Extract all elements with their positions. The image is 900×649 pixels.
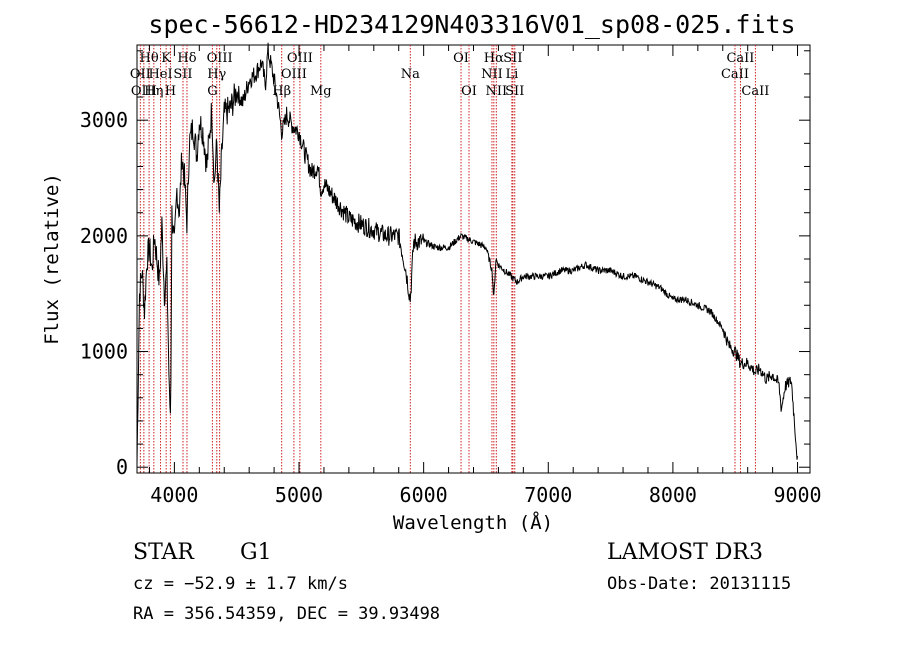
line-marker-label: Hα: [484, 51, 504, 66]
y-tick-label: 1000: [80, 340, 128, 364]
line-marker-label: Hθ: [140, 51, 159, 66]
line-marker-label: Li: [505, 67, 518, 82]
line-marker-label: CaII: [726, 51, 754, 66]
y-tick-label: 2000: [80, 224, 128, 248]
line-marker-label: Hη: [144, 84, 163, 99]
y-tick-label: 0: [116, 455, 128, 479]
line-marker-label: G: [207, 84, 217, 99]
line-marker-label: NII: [485, 84, 507, 99]
line-marker-label: OII: [130, 67, 151, 82]
line-marker-label: K: [161, 51, 171, 66]
survey-name: LAMOST DR3: [607, 540, 763, 565]
line-marker-label: H: [165, 84, 176, 99]
line-marker-label: OI: [461, 84, 477, 99]
line-marker-label: SII: [173, 67, 192, 82]
line-marker-label: Hγ: [207, 67, 226, 82]
chart-title: spec-56612-HD234129N403316V01_sp08-025.f…: [148, 10, 795, 39]
line-marker-label: NII: [481, 67, 503, 82]
line-marker-label: SII: [505, 84, 524, 99]
observation-date: Obs-Date: 20131115: [607, 574, 791, 594]
object-class: STAR: [133, 540, 195, 565]
x-axis-ticks: 4000 5000 6000 7000 8000 9000: [148, 45, 822, 507]
x-tick-label: 8000: [649, 483, 697, 507]
y-tick-label: 3000: [80, 108, 128, 132]
line-marker-label: Mg: [310, 84, 332, 99]
line-marker-label: OIII: [287, 51, 313, 66]
y-axis-ticks: 0 1000 2000 3000: [80, 50, 810, 479]
plot-frame: [136, 44, 811, 474]
spectrum-series: [136, 42, 798, 465]
x-tick-label: 4000: [150, 483, 198, 507]
x-tick-label: 7000: [524, 483, 572, 507]
line-marker-label: SII: [503, 51, 522, 66]
line-marker-label: OIII: [281, 67, 307, 82]
line-marker-label: OIII: [207, 51, 233, 66]
line-marker-label: OIII: [131, 84, 157, 99]
line-marker-label: CaII: [741, 84, 769, 99]
redshift-info: cz = −52.9 ± 1.7 km/s: [133, 574, 348, 594]
x-axis-label: Wavelength (Å): [393, 511, 553, 534]
y-axis-label: Flux (relative): [41, 173, 63, 345]
line-marker-label: CaII: [721, 67, 749, 82]
spectrum-line: [136, 42, 798, 465]
line-marker-label: OI: [453, 51, 469, 66]
line-marker-label: Hδ: [177, 51, 196, 66]
x-tick-label: 6000: [400, 483, 448, 507]
coordinates-info: RA = 356.54359, DEC = 39.93498: [133, 604, 440, 624]
line-marker-label: HeI: [148, 67, 172, 82]
line-marker-label: Na: [401, 67, 420, 82]
x-tick-label: 5000: [275, 483, 323, 507]
x-tick-label: 9000: [773, 483, 821, 507]
object-subclass: G1: [240, 540, 272, 565]
